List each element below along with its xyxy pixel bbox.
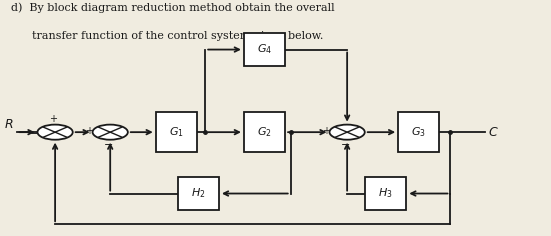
Text: $H_3$: $H_3$ (379, 187, 393, 200)
Text: +: + (322, 126, 330, 136)
Text: $C$: $C$ (488, 126, 498, 139)
FancyBboxPatch shape (156, 112, 197, 152)
Text: −: − (104, 140, 113, 151)
FancyBboxPatch shape (177, 177, 219, 210)
Text: −: − (341, 140, 350, 151)
Text: $G_2$: $G_2$ (257, 125, 272, 139)
Text: $R$: $R$ (4, 118, 14, 131)
FancyBboxPatch shape (244, 33, 285, 66)
Text: −: − (30, 129, 40, 139)
FancyBboxPatch shape (244, 112, 285, 152)
Text: +: + (50, 114, 57, 124)
Text: +: + (85, 126, 93, 136)
FancyBboxPatch shape (398, 112, 440, 152)
Text: $G_3$: $G_3$ (412, 125, 426, 139)
FancyBboxPatch shape (365, 177, 406, 210)
Circle shape (329, 125, 365, 140)
Circle shape (93, 125, 128, 140)
Circle shape (37, 125, 73, 140)
Text: $G_1$: $G_1$ (169, 125, 183, 139)
Text: $H_2$: $H_2$ (191, 187, 206, 200)
Text: $G_4$: $G_4$ (257, 43, 272, 56)
Text: transfer function of the control system given below.: transfer function of the control system … (11, 31, 323, 41)
Text: d)  By block diagram reduction method obtain the overall: d) By block diagram reduction method obt… (11, 2, 334, 13)
